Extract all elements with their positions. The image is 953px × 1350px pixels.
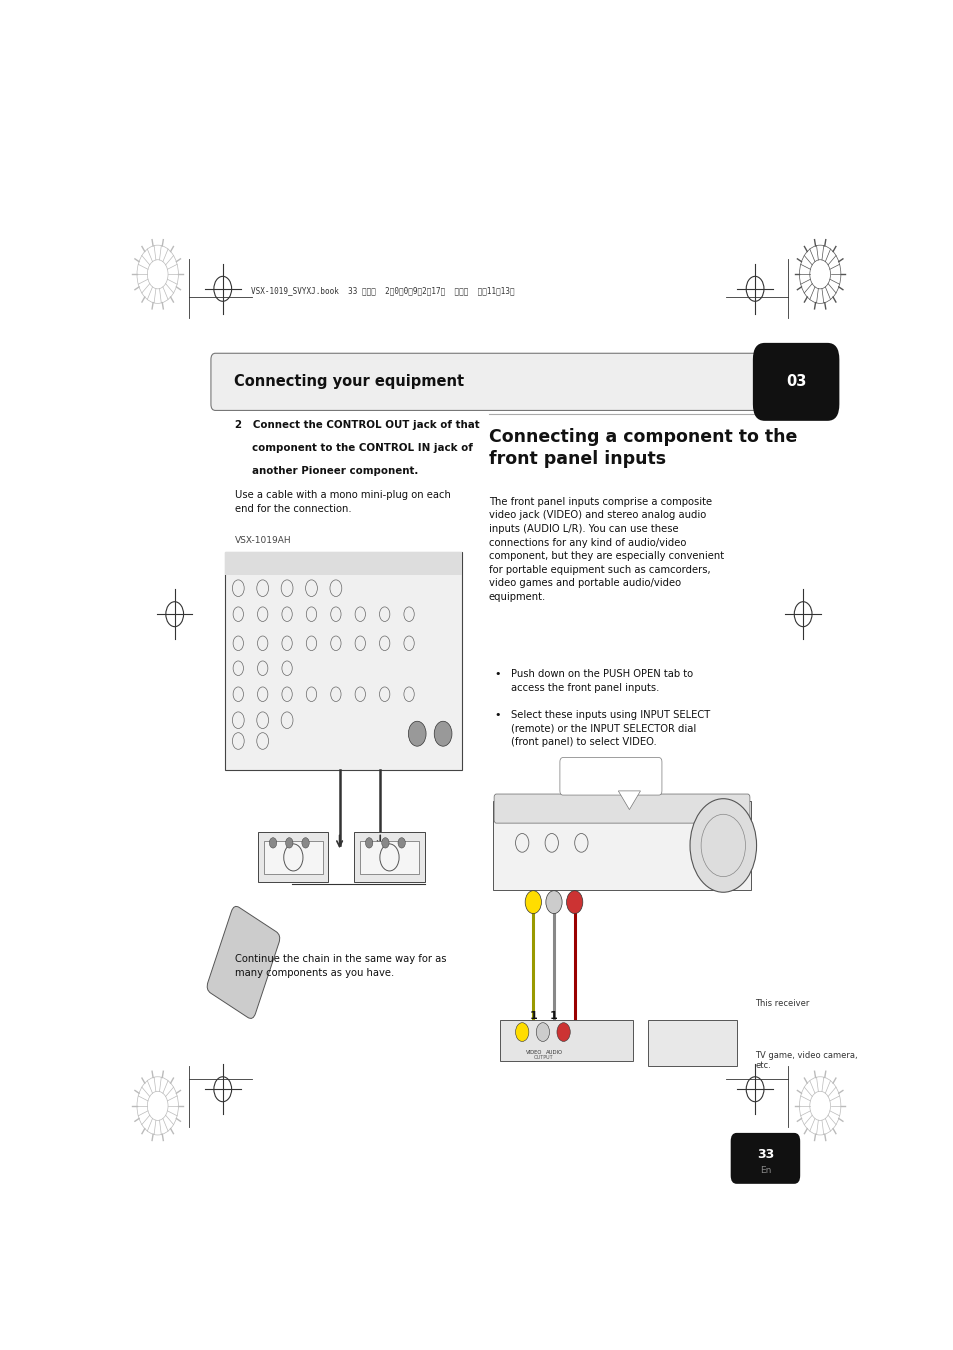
Text: •: • <box>495 710 501 720</box>
Text: OUTPUT: OUTPUT <box>533 1056 553 1060</box>
Text: Continue the chain in the same way for as
many components as you have.: Continue the chain in the same way for a… <box>235 954 446 977</box>
Text: •: • <box>495 670 501 679</box>
Text: TV game, video camera,
etc.: TV game, video camera, etc. <box>755 1050 857 1071</box>
Text: Use a cable with a mono mini-plug on each
end for the connection.: Use a cable with a mono mini-plug on eac… <box>235 490 451 514</box>
Circle shape <box>365 837 373 848</box>
Text: The front panel inputs comprise a composite
video jack (VIDEO) and stereo analog: The front panel inputs comprise a compos… <box>488 497 723 602</box>
Text: Select these inputs using INPUT SELECT
(remote) or the INPUT SELECTOR dial
(fron: Select these inputs using INPUT SELECT (… <box>511 710 710 747</box>
Circle shape <box>434 721 452 747</box>
Text: another Pioneer component.: another Pioneer component. <box>252 466 417 475</box>
Bar <box>647 1019 736 1066</box>
Text: 33: 33 <box>756 1149 773 1161</box>
Circle shape <box>515 1023 528 1041</box>
FancyBboxPatch shape <box>752 343 839 421</box>
Circle shape <box>285 837 293 848</box>
Text: 2   Connect the CONTROL OUT jack of that: 2 Connect the CONTROL OUT jack of that <box>235 420 479 429</box>
Bar <box>354 833 424 883</box>
Bar <box>225 552 461 575</box>
FancyBboxPatch shape <box>559 757 661 795</box>
Text: VSX-1019AH: VSX-1019AH <box>235 536 292 545</box>
Bar <box>360 841 418 873</box>
Text: This receiver: This receiver <box>755 999 808 1008</box>
Circle shape <box>397 837 405 848</box>
Circle shape <box>689 799 756 892</box>
Text: AUDIO: AUDIO <box>545 1050 562 1054</box>
Circle shape <box>269 837 276 848</box>
Circle shape <box>524 891 541 914</box>
Bar <box>258 833 328 883</box>
FancyBboxPatch shape <box>207 906 279 1018</box>
Circle shape <box>566 891 582 914</box>
Circle shape <box>301 837 309 848</box>
Circle shape <box>557 1023 570 1041</box>
Circle shape <box>408 721 426 747</box>
FancyBboxPatch shape <box>494 794 749 824</box>
Bar <box>499 1019 633 1061</box>
FancyBboxPatch shape <box>730 1133 800 1184</box>
Text: 1: 1 <box>529 1011 537 1022</box>
Circle shape <box>381 837 389 848</box>
FancyBboxPatch shape <box>211 354 766 410</box>
Text: 1: 1 <box>550 1011 558 1022</box>
Circle shape <box>545 891 561 914</box>
Text: En: En <box>759 1166 770 1174</box>
Bar <box>264 841 322 873</box>
Text: component to the CONTROL IN jack of: component to the CONTROL IN jack of <box>252 443 472 452</box>
Text: Push down on the PUSH OPEN tab to
access the front panel inputs.: Push down on the PUSH OPEN tab to access… <box>511 670 693 693</box>
Text: VIDEO: VIDEO <box>525 1050 541 1054</box>
Bar <box>492 802 751 890</box>
Polygon shape <box>618 791 639 810</box>
Text: VSX-1019_SVYXJ.book  33 ページ  2　0　0　9年2月17日  火曜日  午前11時13分: VSX-1019_SVYXJ.book 33 ページ 2 0 0 9年2月17日… <box>251 286 514 296</box>
Circle shape <box>536 1023 549 1041</box>
Bar <box>225 552 461 770</box>
Text: 03: 03 <box>785 374 805 389</box>
Text: Connecting your equipment: Connecting your equipment <box>233 374 463 389</box>
Text: Connecting a component to the
front panel inputs: Connecting a component to the front pane… <box>488 428 797 467</box>
